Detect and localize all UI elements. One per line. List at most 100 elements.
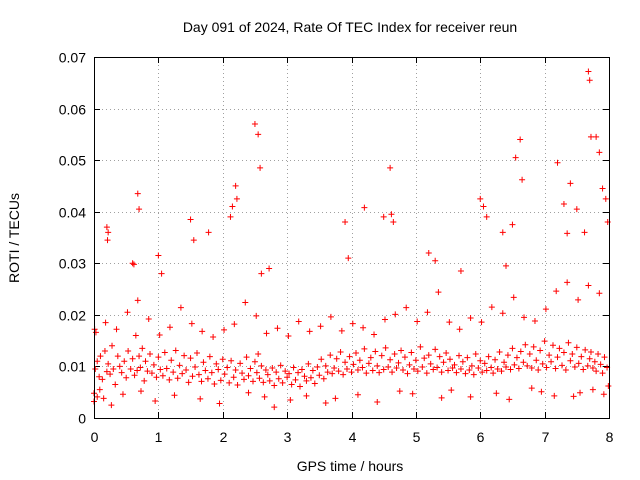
data-point-marker bbox=[538, 388, 545, 395]
data-point-marker bbox=[446, 356, 453, 363]
data-point-marker bbox=[301, 373, 308, 380]
data-point-marker bbox=[479, 369, 486, 376]
data-point-marker bbox=[285, 333, 292, 340]
data-point-marker bbox=[253, 369, 260, 376]
data-point-marker bbox=[226, 379, 233, 386]
data-point-marker bbox=[374, 362, 381, 369]
data-point-marker bbox=[445, 367, 452, 374]
data-point-marker bbox=[478, 319, 485, 326]
data-point-marker bbox=[348, 369, 355, 376]
data-point-marker bbox=[266, 265, 273, 272]
data-point-marker bbox=[480, 203, 487, 210]
data-point-marker bbox=[596, 149, 603, 156]
data-point-marker bbox=[496, 348, 503, 355]
data-point-marker bbox=[342, 359, 349, 366]
data-point-marker bbox=[412, 357, 419, 364]
data-point-marker bbox=[575, 296, 582, 303]
data-point-marker bbox=[381, 316, 388, 323]
data-point-marker bbox=[492, 356, 499, 363]
data-point-marker bbox=[273, 369, 280, 376]
data-point-marker bbox=[100, 395, 107, 402]
data-point-marker bbox=[363, 370, 370, 377]
data-point-marker bbox=[152, 397, 159, 404]
data-point-marker bbox=[110, 366, 117, 373]
data-point-marker bbox=[389, 369, 396, 376]
data-point-marker bbox=[314, 363, 321, 370]
data-point-marker bbox=[245, 372, 252, 379]
data-point-marker bbox=[274, 325, 281, 332]
data-point-marker bbox=[359, 364, 366, 371]
data-point-marker bbox=[499, 310, 506, 317]
data-point-marker bbox=[114, 353, 121, 360]
data-point-marker bbox=[367, 354, 374, 361]
data-point-marker bbox=[410, 366, 417, 373]
data-point-marker bbox=[199, 328, 206, 335]
data-point-marker bbox=[600, 391, 607, 398]
data-point-marker bbox=[551, 392, 558, 399]
data-point-marker bbox=[427, 360, 434, 367]
data-point-marker bbox=[96, 386, 103, 393]
data-point-marker bbox=[403, 304, 410, 311]
data-point-marker bbox=[324, 369, 331, 376]
data-point-marker bbox=[105, 229, 112, 236]
data-point-marker bbox=[350, 361, 357, 368]
data-point-marker bbox=[317, 323, 324, 330]
data-point-marker bbox=[329, 370, 336, 377]
data-point-marker bbox=[104, 237, 111, 244]
data-point-marker bbox=[232, 367, 239, 374]
data-point-marker bbox=[449, 364, 456, 371]
y-tick-label: 0 bbox=[78, 411, 86, 427]
data-point-marker bbox=[245, 389, 252, 396]
data-point-marker bbox=[221, 371, 228, 378]
data-point-marker bbox=[481, 360, 488, 367]
data-point-marker bbox=[472, 351, 479, 358]
data-point-marker bbox=[221, 326, 228, 333]
data-point-marker bbox=[589, 364, 596, 371]
data-point-marker bbox=[354, 367, 361, 374]
data-point-marker bbox=[587, 348, 594, 355]
data-point-marker bbox=[584, 362, 591, 369]
data-point-marker bbox=[587, 133, 594, 140]
data-point-marker bbox=[494, 366, 501, 373]
data-point-marker bbox=[483, 213, 490, 220]
data-point-marker bbox=[468, 362, 475, 369]
x-axis-title: GPS time / hours bbox=[297, 458, 404, 474]
data-point-marker bbox=[332, 395, 339, 402]
data-point-marker bbox=[102, 319, 109, 326]
data-point-marker bbox=[510, 294, 517, 301]
data-point-marker bbox=[202, 367, 209, 374]
data-point-marker bbox=[349, 320, 356, 327]
data-point-marker bbox=[365, 360, 372, 367]
data-point-marker bbox=[224, 364, 231, 371]
data-point-marker bbox=[396, 388, 403, 395]
data-point-marker bbox=[517, 348, 524, 355]
data-point-marker bbox=[553, 288, 560, 295]
data-point-marker bbox=[303, 392, 310, 399]
data-point-marker bbox=[137, 388, 144, 395]
data-point-marker bbox=[599, 370, 606, 377]
data-point-marker bbox=[271, 404, 278, 411]
data-point-marker bbox=[593, 133, 600, 140]
data-point-marker bbox=[92, 366, 99, 373]
data-point-marker bbox=[232, 182, 239, 189]
data-point-marker bbox=[208, 369, 215, 376]
data-point-marker bbox=[380, 213, 387, 220]
data-point-marker bbox=[424, 309, 431, 316]
y-tick-labels: 0 0.01 0.02 0.03 0.04 0.05 0.06 0.07 bbox=[59, 50, 86, 427]
data-point-marker bbox=[123, 374, 130, 381]
data-point-marker bbox=[512, 154, 519, 161]
data-point-marker bbox=[275, 375, 282, 382]
data-point-marker bbox=[376, 369, 383, 376]
data-point-marker bbox=[260, 379, 267, 386]
data-point-marker bbox=[530, 343, 537, 350]
data-point-marker bbox=[187, 216, 194, 223]
data-point-marker bbox=[586, 77, 593, 84]
data-point-marker bbox=[564, 230, 571, 237]
data-point-marker bbox=[155, 354, 162, 361]
data-point-marker bbox=[318, 356, 325, 363]
data-point-marker bbox=[393, 364, 400, 371]
data-point-marker bbox=[322, 362, 329, 369]
data-point-marker bbox=[227, 213, 234, 220]
data-point-marker bbox=[446, 319, 453, 326]
data-point-marker bbox=[507, 366, 514, 373]
